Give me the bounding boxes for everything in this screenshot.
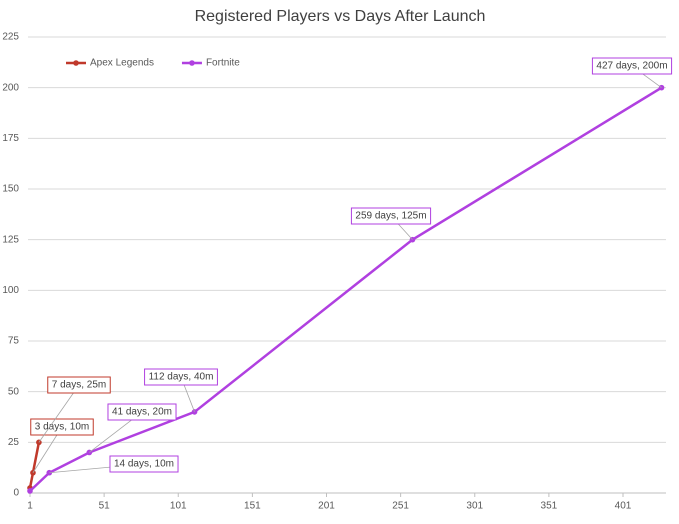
y-tick-label: 150 [2,184,19,195]
y-tick-label: 200 [2,82,19,93]
y-tick-label: 75 [8,336,20,347]
x-tick-label: 401 [615,501,632,512]
y-tick-label: 25 [8,437,20,448]
x-tick-label: 101 [170,501,187,512]
x-tick-label: 151 [244,501,261,512]
y-tick-label: 50 [8,386,20,397]
x-tick-label: 301 [466,501,483,512]
y-tick-label: 125 [2,234,19,245]
x-tick-label: 251 [392,501,409,512]
x-tick-label: 51 [99,501,111,512]
data-label: 112 days, 40m [149,372,214,383]
data-point [27,488,33,494]
chart-title: Registered Players vs Days After Launch [195,8,486,25]
y-tick-label: 0 [13,488,19,499]
y-tick-label: 100 [2,285,19,296]
legend-marker [189,60,195,66]
data-label: 14 days, 10m [114,459,174,470]
data-point [191,409,198,415]
data-label: 3 days, 10m [35,422,89,433]
data-point [36,439,42,446]
label-box [109,455,179,473]
data-label: 259 days, 125m [355,211,426,222]
legend-label: Apex Legends [90,58,154,69]
leader-line [38,384,80,443]
label-box [144,368,218,386]
series-line [29,86,663,492]
y-tick-label: 175 [2,133,19,144]
label-box [591,57,673,75]
legend-label: Fortnite [206,58,240,69]
legend-marker [73,60,79,66]
data-label: 7 days, 25m [52,380,106,391]
x-tick-label: 351 [541,501,558,512]
y-tick-label: 225 [2,32,19,43]
data-label: 427 days, 200m [596,61,667,72]
data-label: 41 days, 20m [112,407,172,418]
label-box [47,376,111,394]
x-tick-label: 201 [318,501,335,512]
label-box [107,403,177,421]
label-box [350,207,432,225]
x-tick-label: 1 [27,501,33,512]
